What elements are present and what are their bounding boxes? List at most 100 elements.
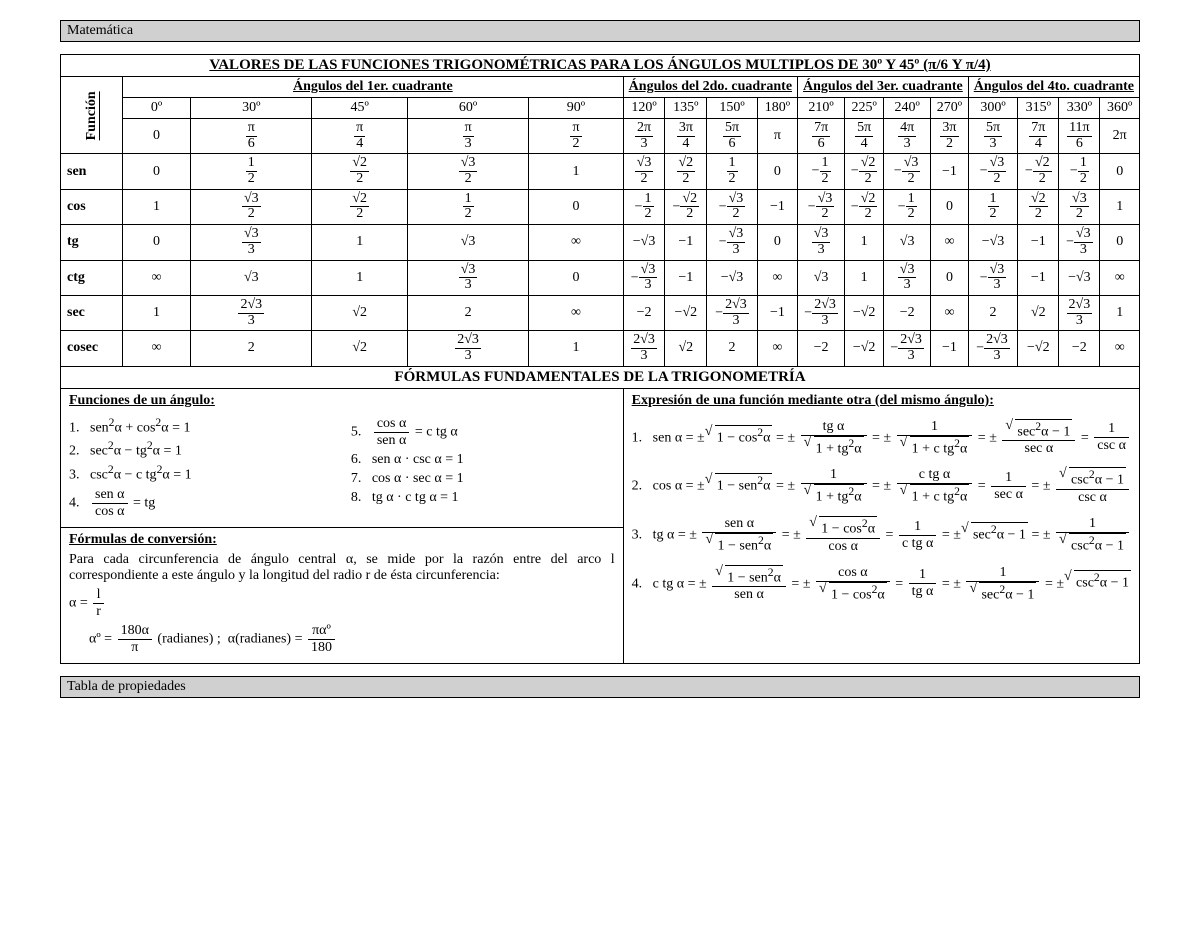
value-cell: −√33 bbox=[623, 260, 665, 295]
degrees-row: 0º30º45º60º90º120º135º150º180º210º225º24… bbox=[61, 98, 1140, 119]
value-cell: 0 bbox=[757, 225, 797, 260]
degree-cell: 90º bbox=[529, 98, 623, 119]
value-cell: √3 bbox=[884, 225, 931, 260]
degree-cell: 315º bbox=[1018, 98, 1059, 119]
formula-item: 7. cos α · sec α = 1 bbox=[351, 471, 615, 487]
radians-row: 0π6π4π3π22π33π45π6π7π65π44π33π25π37π411π… bbox=[61, 119, 1140, 154]
radian-cell: 4π3 bbox=[884, 119, 931, 154]
degree-cell: 180º bbox=[757, 98, 797, 119]
value-cell: 2√33 bbox=[191, 295, 312, 330]
value-cell: −√3 bbox=[968, 225, 1018, 260]
value-cell: −√3 bbox=[707, 260, 758, 295]
radian-cell: 2π bbox=[1100, 119, 1140, 154]
value-cell: −√22 bbox=[665, 189, 707, 224]
value-cell: −2 bbox=[884, 295, 931, 330]
formulas-title: FÓRMULAS FUNDAMENTALES DE LA TRIGONOMETR… bbox=[61, 366, 1140, 388]
degree-cell: 135º bbox=[665, 98, 707, 119]
degree-cell: 330º bbox=[1059, 98, 1100, 119]
degree-cell: 270º bbox=[931, 98, 969, 119]
value-cell: 12 bbox=[707, 154, 758, 189]
value-cell: √22 bbox=[312, 189, 407, 224]
table-row: cosec∞2√22√3312√33√22∞−2−√2−2√33−1−2√33−… bbox=[61, 331, 1140, 366]
expression-item: 4. c tg α = ± 1 − sen2αsen α = ± cos α1 … bbox=[632, 565, 1131, 604]
left-bottom-heading: Fórmulas de conversión: bbox=[69, 532, 615, 548]
value-cell: 2√33 bbox=[1059, 295, 1100, 330]
value-cell: −12 bbox=[623, 189, 665, 224]
degree-cell: 150º bbox=[707, 98, 758, 119]
value-cell: √33 bbox=[191, 225, 312, 260]
value-cell: ∞ bbox=[529, 295, 623, 330]
radian-cell: π3 bbox=[407, 119, 528, 154]
value-cell: −1 bbox=[665, 260, 707, 295]
value-cell: 12 bbox=[968, 189, 1018, 224]
radian-cell: π6 bbox=[191, 119, 312, 154]
value-cell: −1 bbox=[757, 189, 797, 224]
table-row: ctg∞√31√330−√33−1−√3∞√31√330−√33−1−√3∞ bbox=[61, 260, 1140, 295]
quadrant-4-header: Ángulos del 4to. cuadrante bbox=[968, 77, 1139, 98]
value-cell: 1 bbox=[123, 295, 191, 330]
value-cell: −2 bbox=[623, 295, 665, 330]
function-label: sen bbox=[61, 154, 123, 189]
left-top-heading: Funciones de un ángulo: bbox=[69, 393, 615, 409]
value-cell: 0 bbox=[529, 189, 623, 224]
value-cell: −√32 bbox=[884, 154, 931, 189]
radian-cell: 5π6 bbox=[707, 119, 758, 154]
value-cell: ∞ bbox=[123, 331, 191, 366]
quadrant-1-header: Ángulos del 1er. cuadrante bbox=[123, 77, 624, 98]
value-cell: −√3 bbox=[623, 225, 665, 260]
value-cell: 12 bbox=[407, 189, 528, 224]
value-cell: 0 bbox=[123, 154, 191, 189]
formula-item: 6. sen α · csc α = 1 bbox=[351, 452, 615, 468]
value-cell: 2 bbox=[968, 295, 1018, 330]
function-label: ctg bbox=[61, 260, 123, 295]
value-cell: ∞ bbox=[931, 225, 969, 260]
expression-item: 3. tg α = ± sen α1 − sen2α = ± 1 − cos2α… bbox=[632, 516, 1131, 555]
value-cell: 2 bbox=[191, 331, 312, 366]
degree-cell: 45º bbox=[312, 98, 407, 119]
left-bottom-text: Para cada circunferencia de ángulo centr… bbox=[69, 552, 615, 584]
page-footer: Tabla de propiedades bbox=[60, 676, 1140, 698]
value-cell: −2√33 bbox=[798, 295, 845, 330]
degree-cell: 60º bbox=[407, 98, 528, 119]
value-cell: ∞ bbox=[529, 225, 623, 260]
radian-cell: 7π6 bbox=[798, 119, 845, 154]
quadrant-3-header: Ángulos del 3er. cuadrante bbox=[798, 77, 969, 98]
value-cell: −√32 bbox=[798, 189, 845, 224]
value-cell: 0 bbox=[931, 260, 969, 295]
value-cell: −√32 bbox=[968, 154, 1018, 189]
value-cell: −√33 bbox=[1059, 225, 1100, 260]
value-cell: −√33 bbox=[968, 260, 1018, 295]
expression-item: 1. sen α = ±1 − cos2α = ± tg α1 + tg2α =… bbox=[632, 419, 1131, 458]
value-cell: √22 bbox=[312, 154, 407, 189]
value-cell: 1 bbox=[312, 260, 407, 295]
degree-cell: 30º bbox=[191, 98, 312, 119]
value-cell: −√33 bbox=[707, 225, 758, 260]
value-cell: 1 bbox=[1100, 295, 1140, 330]
value-cell: −12 bbox=[798, 154, 845, 189]
value-cell: √22 bbox=[665, 154, 707, 189]
degree-cell: 360º bbox=[1100, 98, 1140, 119]
function-label: sec bbox=[61, 295, 123, 330]
value-cell: 2 bbox=[707, 331, 758, 366]
radian-cell: π4 bbox=[312, 119, 407, 154]
formula-item: 1. sen2α + cos2α = 1 bbox=[69, 416, 333, 437]
trig-values-table: VALORES DE LAS FUNCIONES TRIGONOMÉTRICAS… bbox=[60, 54, 1140, 664]
radian-cell: 2π3 bbox=[623, 119, 665, 154]
value-cell: 1 bbox=[312, 225, 407, 260]
formula-item: 5. cos αsen α = c tg α bbox=[351, 416, 615, 449]
value-cell: √2 bbox=[312, 331, 407, 366]
value-cell: −√2 bbox=[845, 295, 884, 330]
value-cell: 2 bbox=[407, 295, 528, 330]
function-label: cos bbox=[61, 189, 123, 224]
value-cell: ∞ bbox=[123, 260, 191, 295]
value-cell: −1 bbox=[1018, 260, 1059, 295]
value-cell: 0 bbox=[931, 189, 969, 224]
value-cell: √3 bbox=[407, 225, 528, 260]
table-row: sec12√33√22∞−2−√2−2√33−1−2√33−√2−2∞2√22√… bbox=[61, 295, 1140, 330]
value-cell: −√32 bbox=[707, 189, 758, 224]
value-cell: √33 bbox=[407, 260, 528, 295]
value-cell: √3 bbox=[191, 260, 312, 295]
value-cell: 1 bbox=[123, 189, 191, 224]
value-cell: ∞ bbox=[1100, 331, 1140, 366]
degree-cell: 120º bbox=[623, 98, 665, 119]
